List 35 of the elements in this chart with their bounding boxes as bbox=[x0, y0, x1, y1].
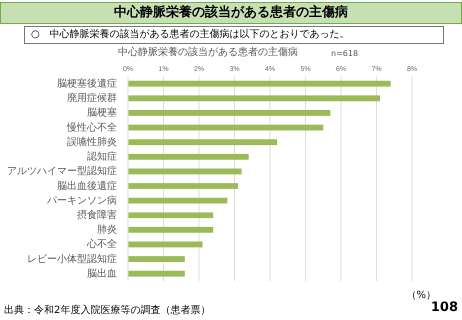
bar bbox=[128, 212, 214, 218]
y-tick-label: 慢性心不全 bbox=[66, 121, 117, 134]
bar bbox=[128, 110, 330, 116]
chart-title: 中心静脈栄養の該当がある患者の主傷病 bbox=[114, 5, 348, 20]
bar bbox=[128, 242, 203, 248]
y-tick-label: 脳出血 bbox=[87, 267, 117, 280]
y-tick-label: 肺炎 bbox=[97, 224, 117, 236]
bar bbox=[128, 198, 228, 204]
source-note: 出典：令和2年度入院医療等の調査（患者票） bbox=[4, 304, 210, 317]
bar bbox=[128, 124, 324, 130]
bar bbox=[128, 139, 278, 146]
y-tick-label: 認知症 bbox=[87, 150, 117, 163]
y-tick-label: 脳梗塞 bbox=[87, 106, 117, 119]
y-tick-label: 心不全 bbox=[86, 238, 117, 250]
y-tick-label: 廃用症候群 bbox=[67, 92, 117, 104]
x-axis-title: （%） bbox=[406, 289, 436, 301]
bar bbox=[128, 168, 242, 174]
bar bbox=[128, 95, 380, 102]
bar bbox=[128, 226, 214, 233]
text: n=618 bbox=[331, 49, 358, 58]
chart-title: 中心静脈栄養の該当がある患者の主傷病 bbox=[118, 46, 298, 58]
y-tick-label: レビー小体型認知症 bbox=[27, 252, 117, 265]
chart-subtitle: ○ 中心静脈栄養の該当がある患者の主傷病は以下のとおりであった。 bbox=[24, 26, 444, 44]
bar bbox=[128, 154, 249, 160]
bar bbox=[128, 183, 238, 189]
text: 108 bbox=[430, 300, 458, 315]
bar bbox=[128, 270, 185, 277]
y-tick-label: 脳梗塞後遺症 bbox=[57, 77, 117, 90]
y-tick-label: 誤嚥性肺炎 bbox=[67, 136, 117, 148]
y-tick-label: アルツハイマー型認知症 bbox=[7, 165, 117, 178]
y-tick-label: 脳出血後遺症 bbox=[57, 180, 117, 192]
bar bbox=[128, 80, 391, 87]
bar bbox=[128, 256, 185, 262]
y-tick-label: パーキンソン病 bbox=[46, 194, 117, 206]
y-tick-label: 摂食障害 bbox=[77, 208, 117, 221]
